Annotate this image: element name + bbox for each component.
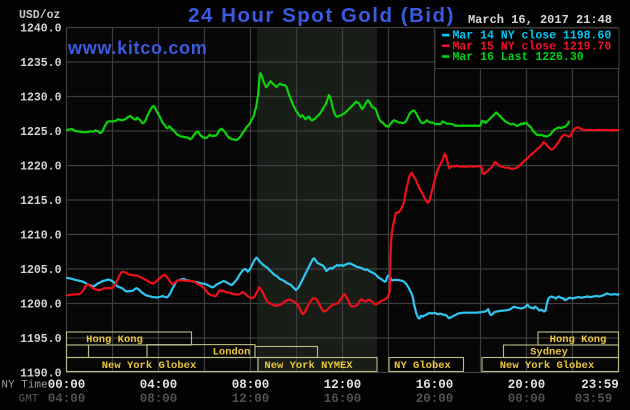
svg-text:1195.0: 1195.0 <box>20 333 62 346</box>
svg-text:23:59: 23:59 <box>581 378 619 392</box>
svg-text:20:00: 20:00 <box>508 378 546 392</box>
svg-text:1190.0: 1190.0 <box>20 368 62 381</box>
svg-text:04:00: 04:00 <box>140 378 178 392</box>
svg-text:16:00: 16:00 <box>324 392 362 406</box>
svg-text:04:00: 04:00 <box>48 392 86 406</box>
svg-text:New York Globex: New York Globex <box>500 360 595 372</box>
svg-text:Mar 14 NY close 1198.60: Mar 14 NY close 1198.60 <box>453 30 612 43</box>
svg-text:1235.0: 1235.0 <box>20 57 62 70</box>
svg-text:00:00: 00:00 <box>508 392 546 406</box>
svg-text:1215.0: 1215.0 <box>20 195 62 208</box>
svg-text:Mar 15 NY close 1219.70: Mar 15 NY close 1219.70 <box>453 40 612 53</box>
svg-text:08:00: 08:00 <box>232 378 270 392</box>
svg-text:NY Time: NY Time <box>1 380 47 392</box>
svg-text:1205.0: 1205.0 <box>20 264 62 277</box>
svg-text:Hong Kong: Hong Kong <box>550 334 607 346</box>
svg-text:12:00: 12:00 <box>324 378 362 392</box>
svg-text:1220.0: 1220.0 <box>20 161 62 174</box>
svg-text:www.kitco.com: www.kitco.com <box>67 38 207 58</box>
svg-text:New York Globex: New York Globex <box>102 360 197 372</box>
svg-text:Mar 16 Last 1226.30: Mar 16 Last 1226.30 <box>453 51 584 64</box>
svg-text:16:00: 16:00 <box>416 378 454 392</box>
svg-text:1230.0: 1230.0 <box>20 92 62 105</box>
svg-text:London: London <box>213 347 251 359</box>
svg-text:03:59: 03:59 <box>575 392 613 406</box>
svg-text:GMT: GMT <box>19 394 39 406</box>
svg-text:12:00: 12:00 <box>232 392 270 406</box>
svg-text:24 Hour Spot Gold (Bid): 24 Hour Spot Gold (Bid) <box>188 4 455 27</box>
svg-text:20:00: 20:00 <box>416 392 454 406</box>
svg-text:March 16, 2017 21:48: March 16, 2017 21:48 <box>468 13 612 27</box>
svg-text:1200.0: 1200.0 <box>20 299 62 312</box>
svg-text:New York NYMEX: New York NYMEX <box>264 360 353 372</box>
svg-text:00:00: 00:00 <box>48 378 86 392</box>
svg-text:1225.0: 1225.0 <box>20 126 62 139</box>
svg-text:08:00: 08:00 <box>140 392 178 406</box>
svg-text:1210.0: 1210.0 <box>20 230 62 243</box>
svg-text:NY Globex: NY Globex <box>394 360 451 372</box>
svg-text:USD/oz: USD/oz <box>19 9 61 22</box>
svg-text:Sydney: Sydney <box>530 347 569 359</box>
svg-text:Hong Kong: Hong Kong <box>86 334 143 346</box>
svg-text:1240.0: 1240.0 <box>20 23 62 36</box>
